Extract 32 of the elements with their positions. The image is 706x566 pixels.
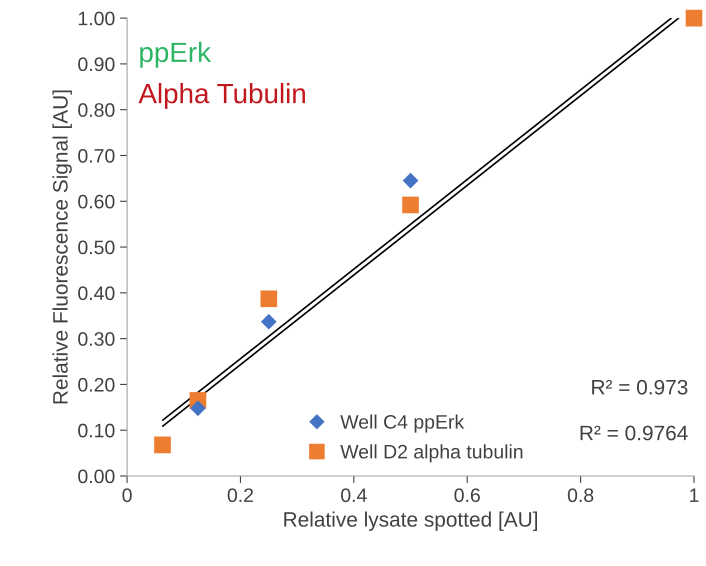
y-tick-label: 0.60 bbox=[78, 194, 115, 209]
point bbox=[260, 290, 278, 308]
annotation: R² = 0.973 bbox=[592, 380, 688, 395]
y-tick-label: 0.20 bbox=[78, 378, 115, 392]
x-tick-label: 0.6 bbox=[454, 488, 480, 502]
legend-label: Well C4 ppErk bbox=[340, 414, 464, 433]
x-tick-label: 0 bbox=[122, 488, 132, 502]
point bbox=[260, 314, 277, 330]
point bbox=[686, 10, 702, 26]
y-tick-label: 0.10 bbox=[78, 424, 115, 438]
point bbox=[154, 436, 171, 454]
y-tick-label: 0.50 bbox=[78, 240, 115, 254]
x-tick-label: 1 bbox=[690, 488, 698, 502]
annotation: R² = 0.9764 bbox=[580, 426, 688, 440]
point bbox=[402, 196, 419, 214]
y-tick-label: 0.90 bbox=[78, 57, 115, 72]
legend-label: Well D2 alpha tubulin bbox=[340, 444, 522, 462]
annotation: ppErk bbox=[140, 42, 212, 68]
x-tick-label: 0.8 bbox=[568, 488, 594, 502]
x-axis-title: Relative lysate spotted [AU] bbox=[284, 511, 538, 531]
x-tick-label: 0.2 bbox=[228, 488, 254, 502]
annotation: Alpha Tubulin bbox=[138, 83, 305, 109]
x-tick-label: 0.4 bbox=[341, 488, 367, 502]
point bbox=[190, 400, 206, 416]
y-tick-label: 0.30 bbox=[78, 332, 115, 346]
y-tick-label: 0.80 bbox=[78, 103, 115, 117]
y-tick-label: 0.70 bbox=[78, 148, 115, 163]
y-tick-label: 1.00 bbox=[78, 12, 115, 26]
y-axis-title: Relative Fluorescence Signal [AU] bbox=[52, 90, 72, 404]
point bbox=[402, 172, 418, 189]
y-tick-label: 0.00 bbox=[78, 469, 115, 484]
y-tick-label: 0.40 bbox=[78, 286, 115, 300]
